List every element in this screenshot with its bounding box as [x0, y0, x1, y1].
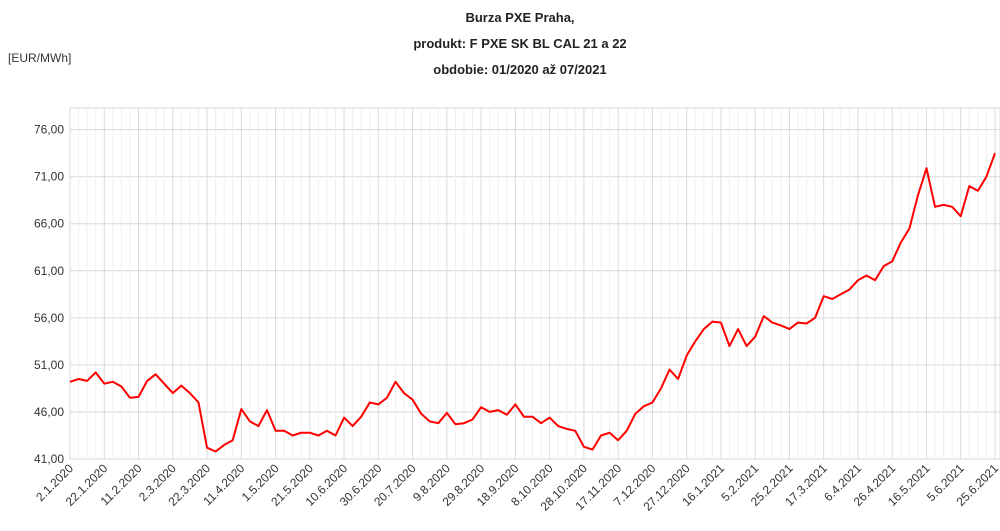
chart-title: Burza PXE Praha, — [465, 10, 574, 25]
y-axis-label: [EUR/MWh] — [8, 51, 71, 65]
y-tick-label: 41,00 — [34, 452, 64, 466]
y-tick-label: 71,00 — [34, 170, 64, 184]
chart-title: produkt: F PXE SK BL CAL 21 a 22 — [413, 36, 626, 51]
y-tick-label: 61,00 — [34, 264, 64, 278]
data-line — [69, 152, 996, 453]
chart-title: obdobie: 01/2020 až 07/2021 — [433, 62, 606, 77]
y-tick-label: 46,00 — [34, 405, 64, 419]
y-tick-label: 66,00 — [34, 217, 64, 231]
y-tick-label: 76,00 — [34, 123, 64, 137]
y-tick-label: 56,00 — [34, 311, 64, 325]
y-tick-label: 51,00 — [34, 358, 64, 372]
plot-area — [69, 107, 1000, 460]
